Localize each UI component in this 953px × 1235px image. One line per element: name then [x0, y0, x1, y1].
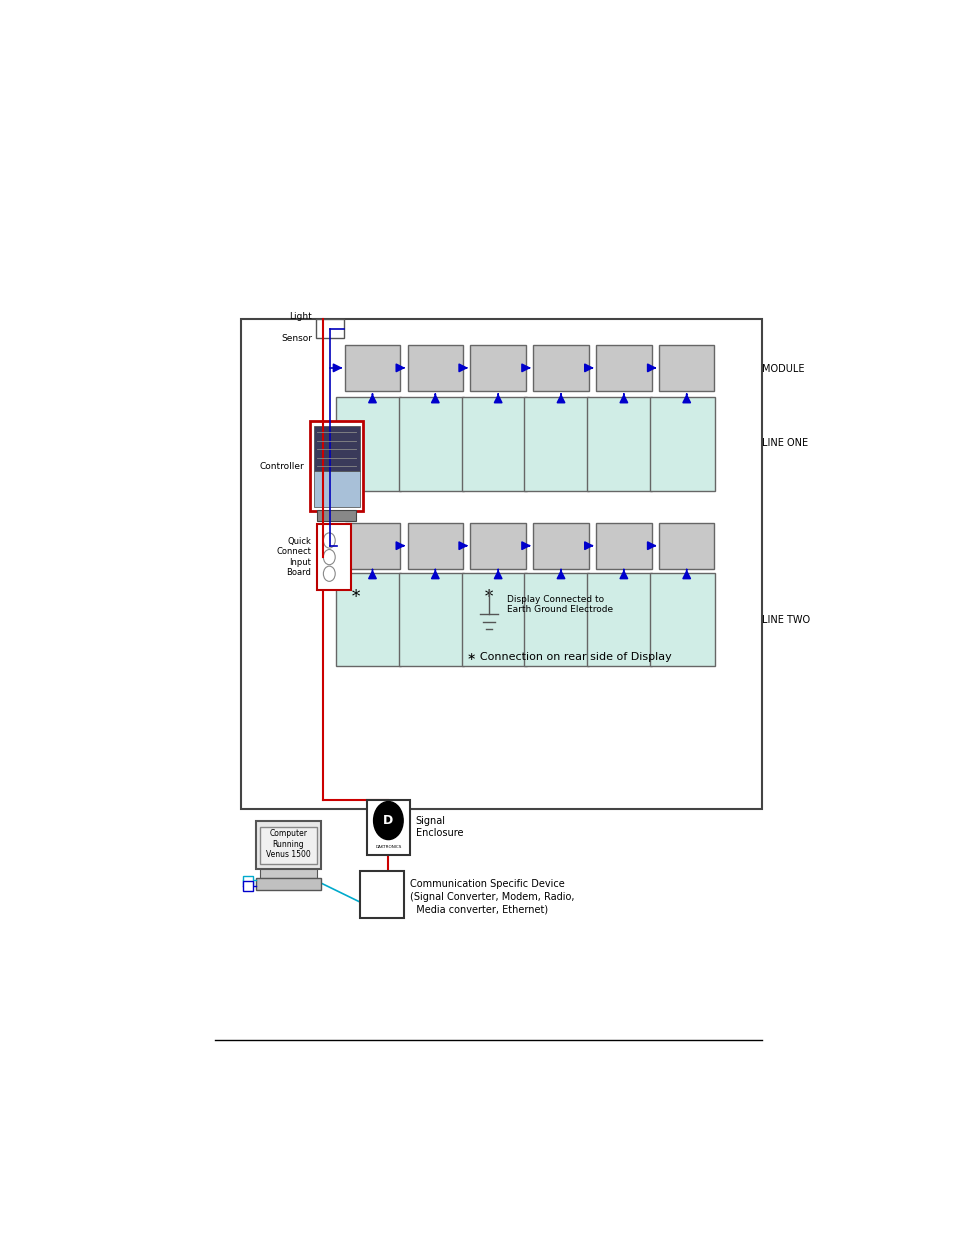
Bar [407, 345, 462, 390]
Bar [461, 573, 526, 667]
Bar [587, 573, 652, 667]
Bar [596, 522, 651, 568]
Text: Quick
Connect
Input
Board: Quick Connect Input Board [276, 537, 311, 577]
Bar [317, 510, 355, 521]
Bar [649, 398, 715, 490]
Bar [524, 398, 589, 490]
Text: LINE TWO: LINE TWO [761, 615, 810, 625]
Bar [587, 398, 652, 490]
Bar [524, 573, 589, 667]
Bar [659, 345, 714, 390]
Text: Signal
Enclosure: Signal Enclosure [416, 816, 463, 839]
Bar [241, 320, 761, 809]
Bar [533, 522, 588, 568]
Bar [359, 871, 403, 919]
Bar [314, 426, 359, 471]
Bar [407, 522, 462, 568]
Bar [335, 573, 400, 667]
Text: Computer
Running
Venus 1500: Computer Running Venus 1500 [266, 829, 311, 860]
Bar [649, 573, 715, 667]
Text: LINE ONE: LINE ONE [761, 438, 808, 448]
Bar [398, 573, 463, 667]
Bar [344, 345, 400, 390]
Bar [398, 398, 463, 490]
Text: Controller: Controller [259, 462, 304, 471]
Text: DAKTRONICS: DAKTRONICS [375, 845, 401, 848]
Text: MODULE: MODULE [761, 364, 804, 374]
Bar [315, 320, 344, 338]
Text: *: * [484, 589, 493, 606]
Bar [533, 345, 588, 390]
Text: Media converter, Ethernet): Media converter, Ethernet) [410, 905, 547, 915]
Bar [659, 522, 714, 568]
Bar [596, 345, 651, 390]
Text: (Signal Converter, Modem, Radio,: (Signal Converter, Modem, Radio, [410, 892, 574, 902]
Bar [242, 876, 253, 885]
Text: *: * [352, 589, 359, 606]
Text: ∗ Connection on rear side of Display: ∗ Connection on rear side of Display [466, 652, 671, 662]
Bar [255, 821, 321, 869]
Bar [367, 799, 410, 855]
Bar [317, 524, 351, 590]
Bar [344, 522, 400, 568]
Bar [314, 471, 359, 506]
Text: D: D [383, 814, 393, 827]
Bar [470, 345, 525, 390]
Circle shape [374, 802, 403, 840]
Bar [255, 878, 321, 890]
Bar [242, 881, 253, 890]
Text: Light: Light [289, 312, 312, 321]
Text: Display Connected to
Earth Ground Electrode: Display Connected to Earth Ground Electr… [507, 595, 613, 614]
Bar [310, 421, 363, 511]
Bar [470, 522, 525, 568]
Bar [335, 398, 400, 490]
Bar [260, 827, 316, 864]
Bar [259, 869, 317, 878]
Text: Sensor: Sensor [281, 333, 312, 342]
Bar [461, 398, 526, 490]
Text: Communication Specific Device: Communication Specific Device [410, 879, 564, 889]
